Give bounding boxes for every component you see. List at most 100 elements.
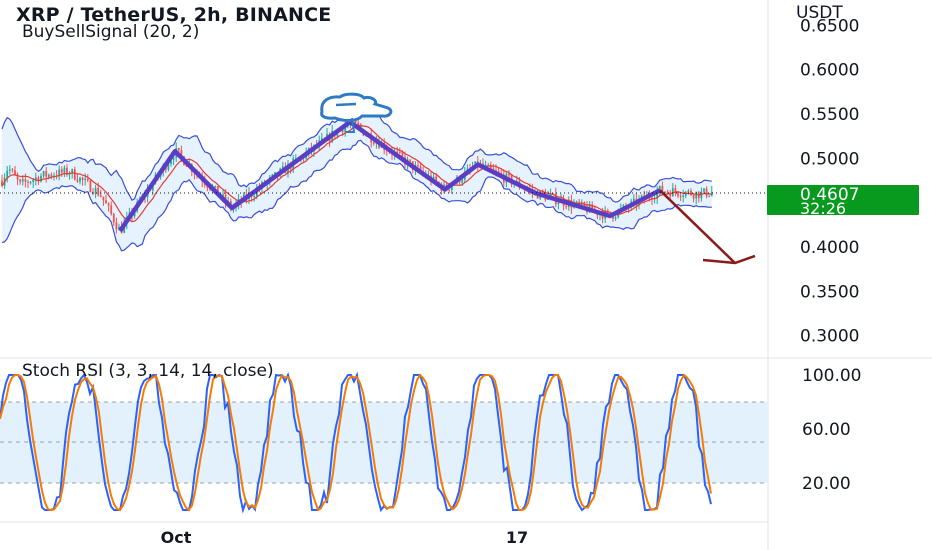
candle-body	[401, 152, 404, 157]
candle-body	[37, 177, 40, 182]
candle-body	[666, 191, 669, 193]
candle-body	[11, 169, 14, 171]
candle-body	[34, 177, 37, 180]
candle-body	[47, 174, 50, 177]
oscillator-label[interactable]: Stoch RSI (3, 3, 14, 14, close)	[22, 361, 274, 381]
candle-body	[612, 216, 614, 219]
bar-countdown: 32:26	[800, 199, 847, 218]
stoch-d-line	[0, 373, 712, 512]
candle-body	[29, 182, 32, 184]
candle-body	[640, 195, 643, 199]
candle-body	[487, 164, 490, 166]
candle-body	[396, 151, 399, 153]
candle-body	[40, 175, 42, 182]
projection-line[interactable]	[659, 189, 736, 264]
candle-body	[695, 191, 698, 199]
candle-body	[167, 163, 170, 170]
candle-body	[112, 213, 115, 223]
candle-body	[690, 190, 692, 196]
candle-body	[341, 129, 344, 133]
candle-body	[682, 195, 685, 197]
candle-body	[344, 125, 347, 133]
candle-body	[448, 189, 451, 191]
oscillator-tick-label: 20.00	[802, 474, 851, 494]
candle-body	[172, 157, 175, 160]
oscillator-axis[interactable]: 20.00 60.00 100.00	[802, 366, 861, 494]
candle-body	[68, 173, 71, 175]
band-fill	[2, 106, 712, 251]
candle-body	[76, 179, 79, 182]
candle-body	[214, 186, 217, 188]
candle-body	[115, 222, 118, 230]
candle-body	[461, 179, 464, 183]
price-tick-label: 0.6000	[800, 61, 859, 81]
currency-label[interactable]: USDT	[796, 3, 843, 23]
candle-body	[708, 195, 711, 197]
candle-body	[497, 171, 500, 173]
candle-body	[632, 198, 635, 202]
candle-body	[63, 167, 66, 173]
price-tick-label: 0.4000	[800, 238, 859, 258]
candle-body	[557, 202, 560, 205]
candle-body	[565, 205, 568, 207]
candle-body	[16, 175, 19, 180]
candle-body	[24, 179, 27, 182]
time-axis[interactable]: Oct 17	[161, 528, 529, 547]
candle-body	[110, 205, 113, 214]
zigzag-path[interactable]	[118, 119, 662, 233]
candle-body	[601, 213, 604, 219]
candle-body	[320, 138, 323, 141]
candle-body	[14, 170, 16, 176]
projection-arrow[interactable]	[659, 189, 756, 265]
candle-body	[60, 169, 63, 173]
candle-body	[224, 194, 227, 203]
oscillator-tick-label: 100.00	[802, 366, 861, 386]
price-axis[interactable]: 0.30000.35000.40000.45000.50000.55000.60…	[800, 16, 859, 346]
zigzag-line[interactable]	[118, 119, 662, 233]
oscillator-tick-label: 60.00	[802, 420, 851, 440]
candle-body	[32, 179, 35, 183]
candle-body	[357, 122, 360, 126]
candle-body	[94, 187, 97, 194]
candle-body	[73, 169, 76, 180]
candle-body	[495, 170, 497, 172]
candle-body	[58, 169, 61, 177]
last-price-badge: 0.4607 32:26	[767, 185, 919, 218]
candle-body	[84, 178, 87, 180]
candle-body	[253, 196, 256, 198]
candle-body	[409, 159, 412, 162]
candle-body	[674, 188, 677, 193]
trading-brain-icon[interactable]	[320, 92, 393, 133]
candle-body	[703, 188, 705, 192]
candle-body	[575, 201, 578, 204]
candle-body	[8, 169, 11, 171]
candle-body	[508, 173, 510, 176]
candle-body	[677, 192, 679, 196]
candle-body	[27, 181, 29, 183]
chart-title: XRP / TetherUS, 2h, BINANCE	[16, 4, 332, 26]
candle-body	[177, 148, 180, 151]
candle-body	[692, 195, 695, 199]
candle-body	[105, 200, 107, 204]
price-tick-label: 0.3000	[800, 327, 859, 347]
candle-body	[66, 167, 68, 175]
lower-band	[1, 139, 712, 252]
price-tick-label: 0.3500	[800, 282, 859, 302]
candle-body	[705, 188, 708, 197]
candle-body	[687, 190, 690, 192]
time-tick-label: 17	[506, 528, 528, 547]
candle-body	[86, 178, 89, 181]
indicator-label[interactable]: BuySellSignal (20, 2)	[22, 22, 200, 42]
candle-body	[679, 195, 682, 197]
stoch-rsi-lines[interactable]	[0, 371, 712, 514]
candle-body	[42, 171, 45, 176]
candle-body	[89, 180, 92, 192]
candle-body	[71, 169, 74, 174]
time-tick-label: Oct	[161, 528, 192, 547]
candle-body	[541, 190, 544, 194]
candle-body	[180, 150, 183, 157]
candle-body	[656, 191, 659, 199]
candle-body	[419, 166, 422, 172]
candle-body	[398, 152, 401, 154]
